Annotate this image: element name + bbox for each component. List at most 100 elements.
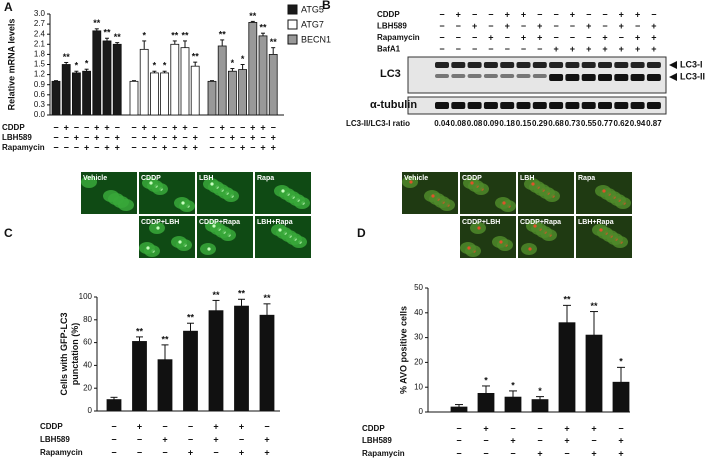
band-tubulin xyxy=(581,102,596,109)
band-tubulin xyxy=(630,102,645,109)
ratio-value: 0.18 xyxy=(499,119,515,128)
puncta xyxy=(281,189,285,193)
significance: ** xyxy=(249,11,257,21)
legend-swatch xyxy=(287,34,298,45)
treatment-sign: + xyxy=(271,132,276,142)
significance: * xyxy=(241,54,245,64)
treatment-sign: − xyxy=(264,421,269,431)
y-axis-label: Relative mRNA levels xyxy=(6,19,16,111)
bar xyxy=(157,359,173,412)
error-bar xyxy=(115,42,120,45)
band-lc3-i xyxy=(532,62,547,68)
significance: ** xyxy=(171,30,179,40)
band-tubulin xyxy=(451,102,466,109)
error-bar xyxy=(172,40,177,45)
bar xyxy=(217,45,227,116)
treatment-sign: − xyxy=(439,32,444,42)
bar xyxy=(248,22,258,116)
bar xyxy=(51,80,61,116)
image-label: LBH xyxy=(199,175,213,182)
band-lc3-ii xyxy=(532,74,547,78)
treatment-sign: + xyxy=(64,122,69,132)
significance: ** xyxy=(181,30,189,40)
treatment-label: LBH589 xyxy=(40,435,70,444)
band-lc3-ii xyxy=(516,74,531,78)
treatment-sign: − xyxy=(472,9,477,19)
treatment-sign: + xyxy=(537,32,542,42)
treatment-sign: + xyxy=(84,142,89,152)
treatment-label: LBH589 xyxy=(2,133,32,142)
panel-letter: A xyxy=(4,0,13,14)
treatment-sign: + xyxy=(142,122,147,132)
treatment-sign: − xyxy=(591,435,596,445)
treatment-sign: + xyxy=(591,423,596,433)
treatment-sign: − xyxy=(602,21,607,31)
treatment-sign: − xyxy=(240,132,245,142)
ratio-value: 0.62 xyxy=(614,119,630,128)
y-axis-label: % AVO positive cells xyxy=(398,306,408,394)
treatment-sign: − xyxy=(152,142,157,152)
treatment-sign: − xyxy=(570,21,575,31)
treatment-label: LBH589 xyxy=(362,436,392,445)
significance: * xyxy=(511,380,515,390)
treatment-sign: + xyxy=(152,132,157,142)
puncta xyxy=(146,246,150,250)
bar xyxy=(106,399,122,412)
band-lc3-i xyxy=(581,62,596,68)
significance: ** xyxy=(219,29,227,39)
treatment-sign: − xyxy=(510,423,515,433)
treatment-sign: − xyxy=(74,122,79,132)
error-bar xyxy=(94,28,99,31)
treatment-sign: − xyxy=(111,447,116,457)
treatment-sign: + xyxy=(505,9,510,19)
treatment-sign: + xyxy=(651,44,656,54)
treatment-label: Rapamycin xyxy=(40,448,83,457)
error-bar xyxy=(261,32,265,36)
band-lc3-ii xyxy=(614,74,629,81)
treatment-sign: − xyxy=(162,122,167,132)
treatment-sign: − xyxy=(94,142,99,152)
y-tick-label: 0.9 xyxy=(34,80,46,89)
treatment-sign: − xyxy=(213,447,218,457)
significance: ** xyxy=(103,28,111,38)
treatment-sign: + xyxy=(586,44,591,54)
puncta xyxy=(181,201,185,205)
band-lc3-i xyxy=(565,62,580,68)
treatment-sign: − xyxy=(456,21,461,31)
treatment-sign: − xyxy=(537,44,542,54)
treatment-sign: − xyxy=(602,9,607,19)
treatment-sign: + xyxy=(230,132,235,142)
y-tick-label: 2.4 xyxy=(34,29,46,38)
legend-swatch xyxy=(287,4,298,15)
treatment-sign: − xyxy=(162,421,167,431)
bar xyxy=(129,80,139,116)
legend-label: ATG5 xyxy=(301,4,324,14)
treatment-sign: + xyxy=(172,122,177,132)
treatment-sign: − xyxy=(115,122,120,132)
band-tubulin xyxy=(532,102,547,109)
treatment-sign: + xyxy=(240,142,245,152)
treatment-sign: + xyxy=(570,44,575,54)
treatment-sign: − xyxy=(260,132,265,142)
treatment-sign: − xyxy=(537,9,542,19)
band-tubulin xyxy=(435,102,449,109)
treatment-sign: − xyxy=(111,434,116,444)
significance: * xyxy=(142,30,146,40)
treatment-sign: − xyxy=(456,32,461,42)
treatment-label: Rapamycin xyxy=(377,33,420,42)
treatment-sign: − xyxy=(488,44,493,54)
error-bar xyxy=(263,303,271,316)
ratio-value: 0.55 xyxy=(581,119,597,128)
treatment-sign: − xyxy=(553,32,558,42)
band-tubulin xyxy=(467,102,482,109)
ratio-label: LC3-II/LC3-I ratio xyxy=(346,119,410,128)
treatment-sign: − xyxy=(53,142,58,152)
error-bar xyxy=(509,390,517,398)
bar xyxy=(180,47,190,116)
treatment-sign: − xyxy=(521,44,526,54)
treatment-sign: + xyxy=(264,447,269,457)
ratio-value: 0.15 xyxy=(516,119,532,128)
treatment-sign: − xyxy=(472,32,477,42)
band-tubulin xyxy=(483,102,498,109)
treatment-sign: + xyxy=(472,21,477,31)
